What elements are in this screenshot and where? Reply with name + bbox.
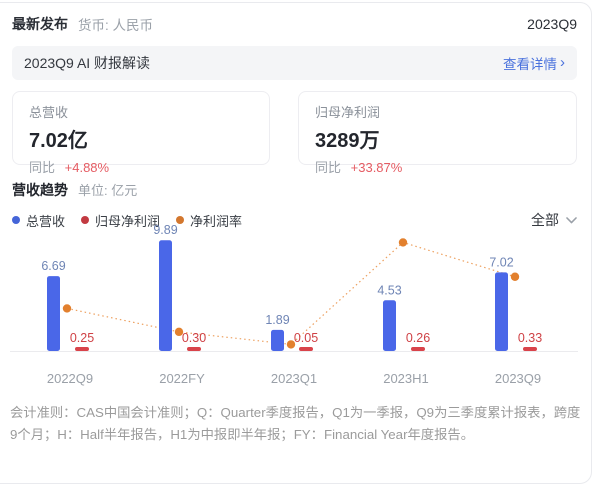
svg-text:2022FY: 2022FY	[159, 371, 205, 386]
net-profit-card: 归母净利润 3289万 同比 +33.87%	[298, 91, 577, 175]
revenue-yoy-label: 同比	[29, 160, 56, 175]
ai-report-banner[interactable]: 2023Q9 AI 财报解读 查看详情 ›	[12, 46, 577, 80]
net-profit-card-value: 3289万	[315, 130, 380, 152]
legend-dot-revenue	[12, 216, 20, 224]
chart-legend: 总营收 归母净利润 净利润率 全部	[12, 210, 577, 230]
view-details-link[interactable]: 查看详情 ›	[503, 53, 565, 73]
net-profit-yoy-label: 同比	[315, 160, 342, 175]
chart-section-title: 营收趋势	[12, 182, 68, 198]
revenue-card-value: 7.02亿	[29, 130, 88, 152]
legend-item-net-profit[interactable]: 归母净利润	[81, 211, 160, 230]
chevron-down-icon	[566, 216, 577, 223]
view-details-label: 查看详情	[503, 57, 557, 72]
revenue-card-label: 总营收	[29, 105, 69, 120]
page-title: 最新发布	[12, 16, 68, 32]
revenue-trend-chart: 6.69 0.25 2022Q9 9.89 0.30 2022FY 1.89 0.05 2023…	[10, 225, 578, 386]
main-panel: 最新发布 货币: 人民币 2023Q9 2023Q9 AI 财报解读 查看详情 …	[12, 0, 577, 230]
report-period: 2023Q9	[527, 16, 577, 32]
svg-text:2023Q1: 2023Q1	[271, 371, 317, 386]
svg-text:0.05: 0.05	[294, 331, 318, 345]
currency-label: 货币: 人民币	[78, 18, 154, 33]
svg-text:6.69: 6.69	[41, 259, 65, 273]
svg-text:0.33: 0.33	[518, 331, 542, 345]
chart-section-header: 营收趋势 单位: 亿元	[12, 180, 577, 200]
revenue-card: 总营收 7.02亿 同比 +4.88%	[12, 91, 270, 175]
header: 最新发布 货币: 人民币 2023Q9	[12, 14, 577, 34]
svg-text:7.02: 7.02	[489, 255, 513, 269]
svg-text:2023Q9: 2023Q9	[495, 371, 541, 386]
range-filter-dropdown[interactable]: 全部	[531, 210, 577, 230]
net-profit-yoy-value: +33.87%	[350, 160, 403, 175]
svg-text:9.89: 9.89	[153, 225, 177, 237]
net-profit-card-label: 归母净利润	[315, 105, 381, 120]
chart-unit-label: 单位: 亿元	[78, 183, 138, 198]
legend-item-net-margin[interactable]: 净利润率	[176, 211, 242, 230]
accounting-standard-note: 会计准则：CAS中国会计准则；Q：Quarter季度报告，Q1为一季报，Q9为三…	[10, 405, 581, 442]
revenue-yoy-value: +4.88%	[64, 160, 110, 175]
svg-text:0.30: 0.30	[182, 331, 206, 345]
svg-text:0.26: 0.26	[406, 331, 430, 345]
legend-item-revenue[interactable]: 总营收	[12, 211, 65, 230]
legend-dot-net-profit	[81, 216, 90, 224]
svg-text:2022Q9: 2022Q9	[47, 371, 93, 386]
banner-title: 2023Q9 AI 财报解读	[24, 55, 151, 71]
stat-cards: 总营收 7.02亿 同比 +4.88% 归母净利润 3289万 同比 +33.8…	[12, 91, 577, 175]
chevron-right-icon: ›	[560, 53, 565, 71]
svg-text:1.89: 1.89	[265, 313, 289, 327]
svg-text:4.53: 4.53	[377, 283, 401, 297]
svg-text:2023H1: 2023H1	[383, 371, 429, 386]
svg-text:0.25: 0.25	[70, 331, 94, 345]
legend-dot-net-margin	[176, 216, 185, 224]
range-filter-label: 全部	[531, 212, 559, 228]
